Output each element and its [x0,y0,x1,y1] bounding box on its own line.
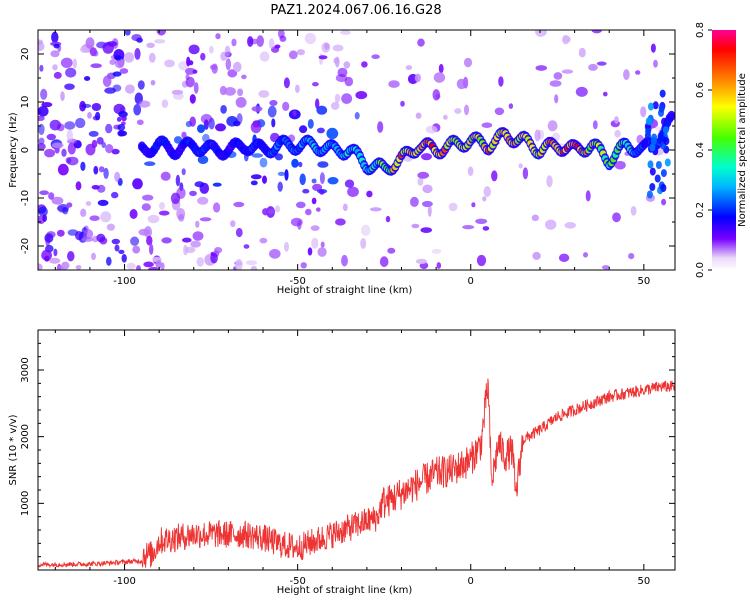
colorbar-tick-label: 0.6 [695,82,706,98]
y-tick-label: -20 [20,238,31,254]
y-tick-label: 10 [20,96,31,109]
snr-panel: -100 -50 0 50 1000 2000 3000 Height of straigh… [8,329,676,596]
spectrogram-x-axis-label: Height of straight line (km) [277,285,413,296]
spectrogram-y-axis-label: Frequency (Hz) [8,112,19,188]
y-tick-label: -10 [20,190,31,206]
x-tick-label: 50 [637,276,650,287]
x-tick-label: -100 [113,276,136,287]
y-tick-label: 2000 [20,424,31,449]
colorbar-tick-label: 0.0 [695,262,706,278]
colorbar-tick-label: 0.4 [695,142,706,158]
x-tick-label: -100 [113,576,136,587]
colorbar: 0.0 0.2 0.4 0.6 0.8 Normalized spectral ampl… [695,22,748,278]
y-tick-label: 3000 [20,357,31,382]
snr-series-line [37,378,676,569]
snr-frame [37,329,676,571]
colorbar-gradient [712,30,736,270]
snr-x-axis-label: Height of straight line (km) [277,585,413,596]
colorbar-tick-label: 0.8 [695,22,706,38]
spectrogram-heatmap [38,30,675,270]
y-tick-label: 1000 [20,491,31,516]
colorbar-ticks: 0.0 0.2 0.4 0.6 0.8 [695,22,712,278]
x-tick-label: 0 [468,276,474,287]
x-tick-label: -50 [289,576,305,587]
snr-y-axis-label: SNR (10 * v/v) [8,414,19,485]
colorbar-tick-label: 0.2 [695,202,706,218]
x-tick-label: -50 [289,276,305,287]
x-tick-label: 0 [468,576,474,587]
x-tick-label: 50 [637,576,650,587]
y-tick-label: 0 [20,147,31,153]
y-tick-label: 20 [20,48,31,61]
colorbar-label: Normalized spectral amplitude [737,73,748,227]
snr-axes: -100 -50 0 50 1000 2000 3000 [20,329,675,587]
figure-title: PAZ1.2024.067.06.16.G28 [270,3,441,18]
